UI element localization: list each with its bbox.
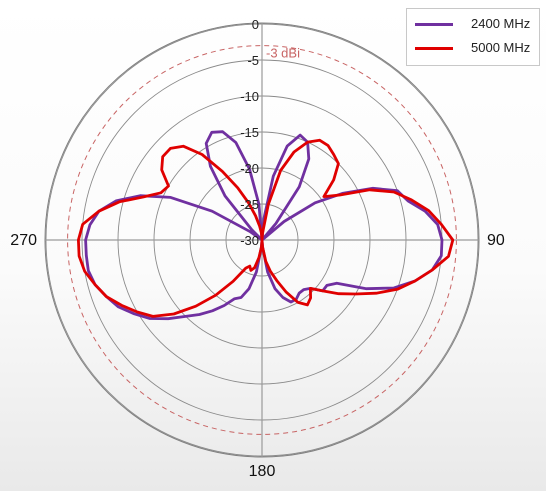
legend-label-5000: 5000 MHz (471, 40, 531, 55)
angular-label-270: 270 (10, 232, 37, 249)
legend-label-2400: 2400 MHz (471, 16, 531, 31)
radial-tick-label: -30 (240, 233, 259, 248)
angular-label-180: 180 (249, 463, 276, 480)
legend-item-5000: 5000 MHz (415, 39, 537, 59)
legend-item-2400: 2400 MHz (415, 15, 537, 35)
radial-tick-label: -15 (240, 125, 259, 140)
radial-tick-label: -5 (247, 53, 259, 68)
series-group (77, 130, 455, 321)
radial-tick-label: -10 (240, 89, 259, 104)
legend: 2400 MHz 5000 MHz (406, 8, 540, 66)
series-line-2 (77, 138, 455, 318)
legend-swatch-2400 (415, 23, 453, 26)
angular-tick-labels: 90 180 270 (10, 232, 505, 480)
legend-swatch-5000 (415, 47, 453, 50)
reference-label: -3 dBi (266, 46, 300, 61)
radial-tick-label: 0 (252, 17, 259, 32)
radial-tick-label: -25 (240, 197, 259, 212)
angular-label-90: 90 (487, 232, 505, 249)
radial-tick-label: -20 (240, 161, 259, 176)
radial-tick-labels: 0 -5 -10 -15 -20 -25 -30 (240, 17, 259, 248)
